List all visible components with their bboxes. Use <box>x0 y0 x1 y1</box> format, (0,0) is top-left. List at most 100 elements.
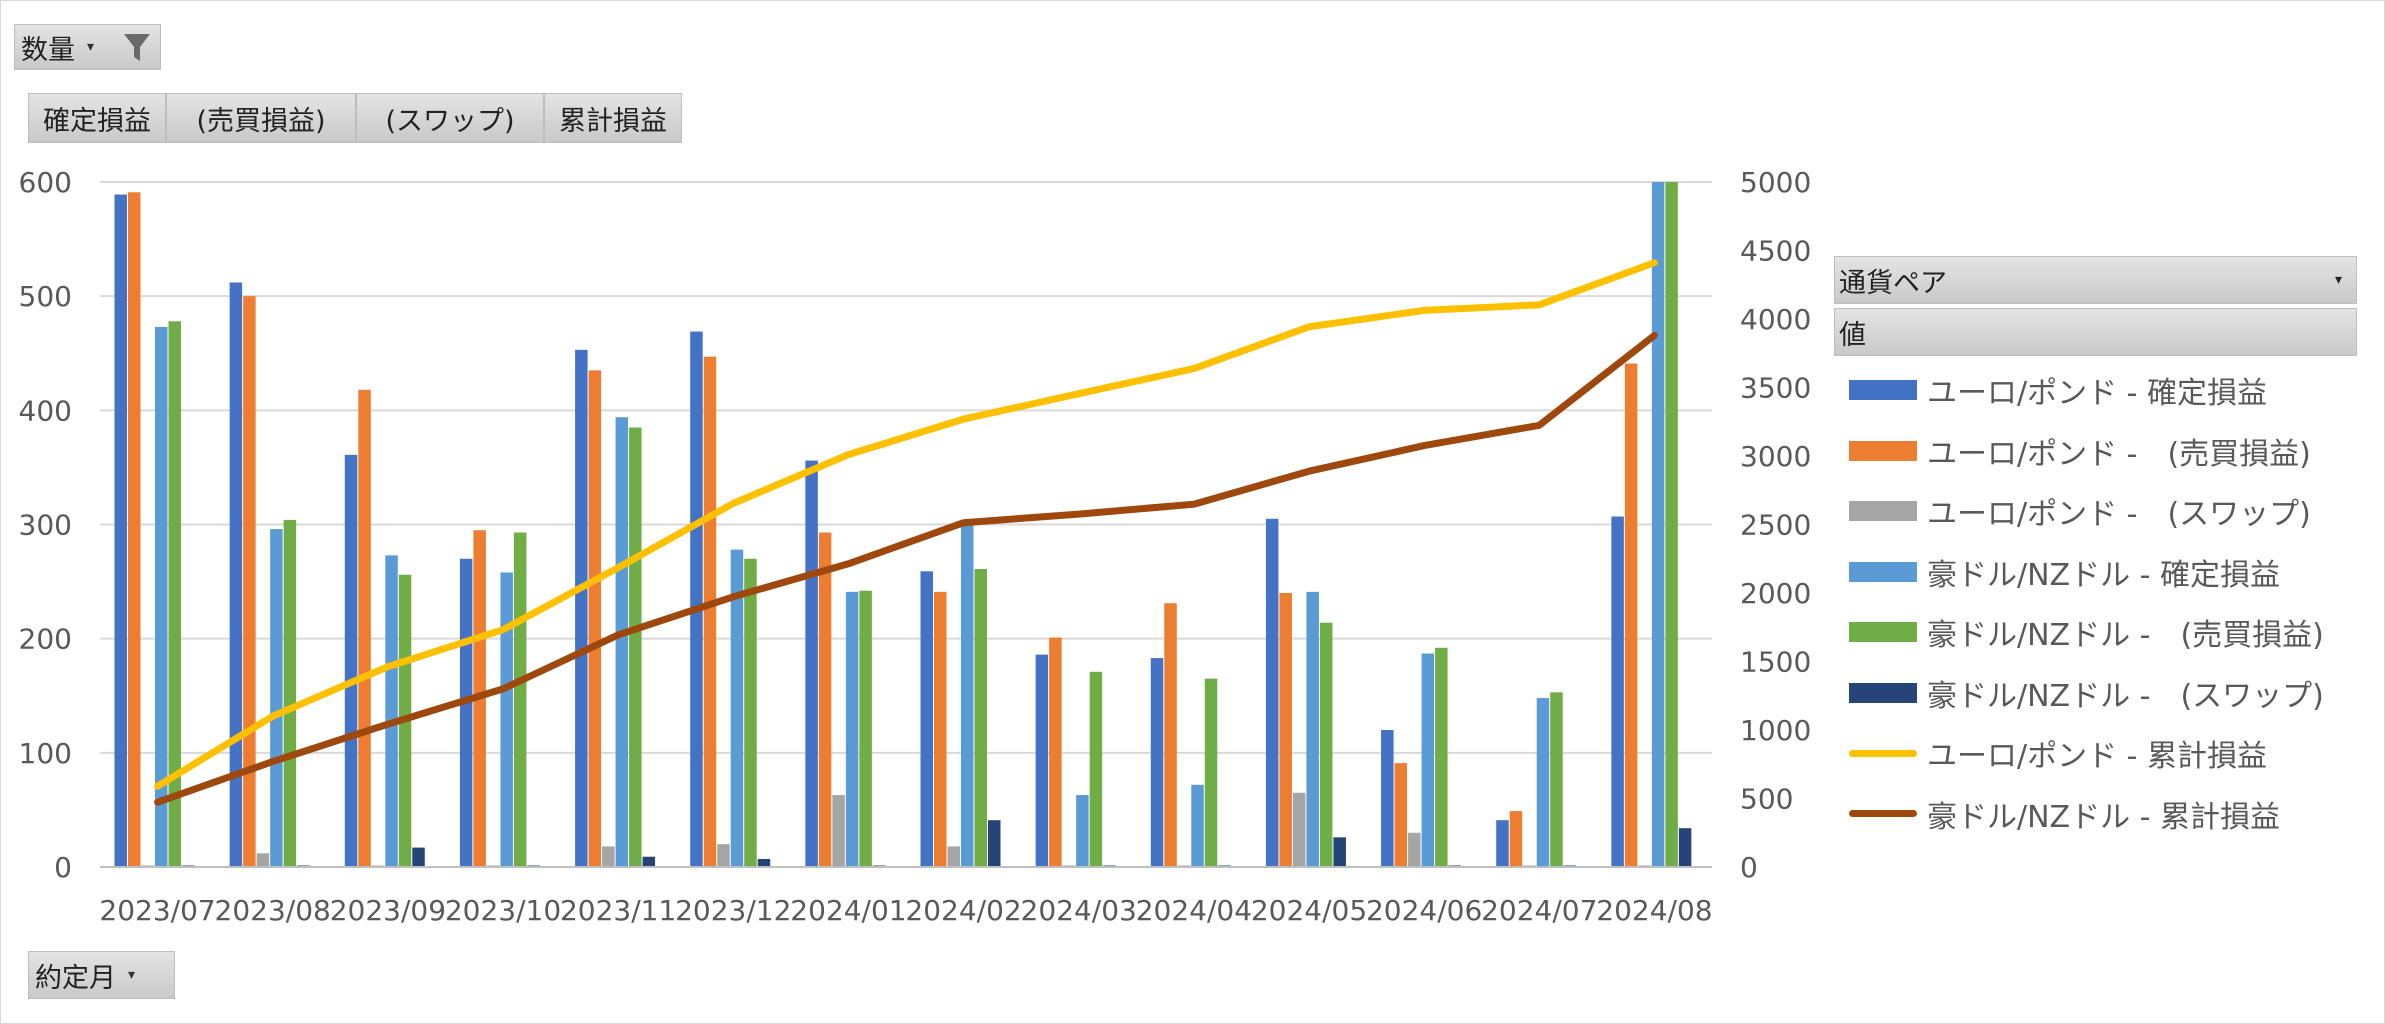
x-tick-label: 2023/07 <box>99 894 215 927</box>
bar <box>256 853 270 867</box>
y-right-tick-label: 500 <box>1740 783 1793 816</box>
bar <box>845 591 859 867</box>
legend-entry: ユーロ/ポンド - 累計損益 <box>1834 723 2357 784</box>
bar <box>1035 654 1049 867</box>
legend-field-label: 通貨ペア <box>1839 267 1947 299</box>
bar <box>1265 518 1279 867</box>
y-right-tick-label: 0 <box>1740 851 1758 884</box>
x-tick-label: 2024/02 <box>905 894 1021 927</box>
y-left-tick-label: 500 <box>19 280 72 313</box>
y-left-tick-label: 400 <box>19 394 72 427</box>
x-tick-label: 2024/08 <box>1596 894 1712 927</box>
bar <box>1509 811 1523 867</box>
bar <box>1421 653 1435 867</box>
row-field-button[interactable]: 約定月 ▾ <box>28 951 175 999</box>
legend-values-button[interactable]: 値 <box>1834 308 2357 356</box>
bar <box>588 370 602 867</box>
y-right-tick-label: 4000 <box>1740 303 1811 336</box>
field-button-confirmed-pnl[interactable]: 確定損益 <box>28 93 166 143</box>
legend-entry: 豪ドル/NZドル - (売買損益) <box>1834 602 2357 663</box>
bar <box>513 532 527 867</box>
bar <box>1292 792 1306 867</box>
bar <box>629 427 642 867</box>
legend-swatch <box>1849 682 1917 703</box>
legend-swatch <box>1849 810 1917 818</box>
value-field-label: 数量 <box>21 34 75 66</box>
bar <box>602 846 615 867</box>
legend-field-button[interactable]: 通貨ペア ▾ <box>1834 256 2357 304</box>
bar <box>270 529 283 867</box>
legend-label: ユーロ/ポンド - (売買損益) <box>1927 436 2311 472</box>
y-left-tick-label: 0 <box>54 851 72 884</box>
bar <box>1319 622 1333 867</box>
dropdown-arrow-icon: ▾ <box>87 39 95 55</box>
y-right-tick-label: 2000 <box>1740 577 1811 610</box>
legend-label: 豪ドル/NZドル - (売買損益) <box>1927 618 2324 654</box>
x-tick-label: 2023/08 <box>215 894 331 927</box>
bar <box>642 856 656 867</box>
y-right-tick-label: 5000 <box>1740 166 1811 199</box>
bar <box>229 282 243 867</box>
legend-label: ユーロ/ポンド - (スワップ) <box>1927 497 2311 533</box>
bar <box>1435 647 1448 867</box>
legend-entry: ユーロ/ポンド - (スワップ) <box>1834 481 2357 542</box>
bar <box>1333 837 1346 867</box>
bar <box>1550 692 1563 867</box>
bar <box>1089 671 1103 867</box>
bar <box>1624 363 1638 867</box>
row-field-label: 約定月 <box>35 962 116 994</box>
series-line <box>154 331 1658 806</box>
bar <box>500 572 513 867</box>
value-field-button[interactable]: 数量 ▾ <box>14 24 161 70</box>
legend-swatch <box>1849 380 1917 401</box>
series-line <box>154 259 1658 790</box>
legend: 通貨ペア ▾ 値 ユーロ/ポンド - 確定損益ユーロ/ポンド - (売買損益) ユ… <box>1834 256 2357 844</box>
field-button-cumulative-pnl[interactable]: 累計損益 <box>544 93 682 143</box>
bar <box>744 558 757 867</box>
x-tick-label: 2023/11 <box>560 894 676 927</box>
bar <box>920 571 933 867</box>
bar <box>717 844 730 867</box>
bar <box>1049 637 1062 867</box>
legend-entry: ユーロ/ポンド - (売買損益) <box>1834 421 2357 482</box>
x-tick-label: 2023/10 <box>445 894 561 927</box>
bar <box>974 569 987 867</box>
legend-entry: 豪ドル/NZドル - (スワップ) <box>1834 663 2357 724</box>
bar <box>703 356 717 867</box>
y-right-tick-label: 1500 <box>1740 646 1811 679</box>
bar <box>283 519 297 867</box>
field-button-swap[interactable]: (スワップ) <box>356 93 544 143</box>
dropdown-arrow-icon: ▾ <box>128 967 136 983</box>
bar <box>947 846 960 867</box>
bar <box>128 192 141 867</box>
bar <box>1678 828 1692 867</box>
y-left-tick-label: 200 <box>19 623 72 656</box>
y-right-tick-label: 3000 <box>1740 440 1811 473</box>
bar <box>1651 182 1665 867</box>
bar <box>730 549 744 867</box>
legend-entry: 豪ドル/NZドル - 確定損益 <box>1834 542 2357 603</box>
legend-label: ユーロ/ポンド - 累計損益 <box>1927 739 2268 775</box>
bar <box>818 532 832 867</box>
filter-icon[interactable] <box>122 31 152 65</box>
bar <box>615 417 629 867</box>
bar <box>1204 678 1218 867</box>
bar <box>832 795 845 867</box>
bar <box>155 326 168 867</box>
bar <box>114 194 127 867</box>
bar <box>344 454 358 867</box>
bar <box>1665 182 1678 867</box>
bar <box>575 349 588 867</box>
legend-swatch <box>1849 622 1917 643</box>
y-left-tick-label: 600 <box>19 166 72 199</box>
legend-entry: ユーロ/ポンド - 確定損益 <box>1834 360 2357 421</box>
field-button-trading-pnl[interactable]: (売買損益) <box>166 93 356 143</box>
x-tick-label: 2024/07 <box>1481 894 1597 927</box>
x-tick-label: 2024/03 <box>1021 894 1137 927</box>
legend-values-label: 値 <box>1839 319 1866 351</box>
bar <box>358 389 371 867</box>
bar <box>459 558 473 867</box>
bar <box>1279 593 1292 867</box>
y-left-tick-label: 100 <box>19 737 72 770</box>
